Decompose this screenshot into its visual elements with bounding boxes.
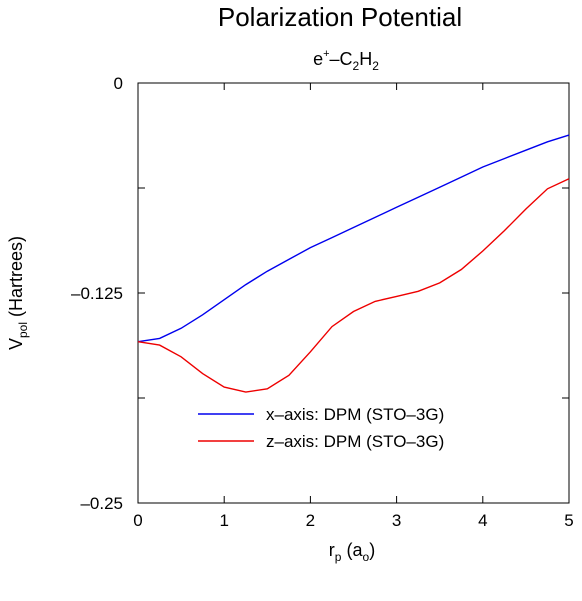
x-axis-ticks: 0 1 2 3 4 5 (133, 83, 574, 530)
y-axis-label: Vpol (Hartrees) (6, 236, 30, 350)
y-tick-label: 0 (114, 74, 123, 93)
x-tick-label: 5 (564, 511, 573, 530)
x-tick-label: 3 (392, 511, 401, 530)
series-layer (137, 134, 570, 393)
series-line-2 (137, 178, 570, 393)
x-tick-label: 4 (478, 511, 487, 530)
legend: x–axis: DPM (STO–3G) z–axis: DPM (STO–3G) (198, 405, 444, 451)
x-tick-label: 1 (219, 511, 228, 530)
legend-label-2: z–axis: DPM (STO–3G) (266, 432, 444, 451)
x-axis-label: rp (ao) (329, 540, 375, 564)
y-tick-label: –0.125 (71, 284, 123, 303)
chart-subtitle: e+–C2H2 (313, 48, 379, 73)
y-axis-ticks: 0 –0.125 –0.25 (71, 74, 569, 513)
y-tick-label: –0.25 (80, 494, 123, 513)
legend-label-1: x–axis: DPM (STO–3G) (266, 405, 444, 424)
x-tick-label: 0 (133, 511, 142, 530)
x-tick-label: 2 (306, 511, 315, 530)
chart-title: Polarization Potential (218, 2, 462, 32)
series-line-1 (137, 134, 570, 343)
